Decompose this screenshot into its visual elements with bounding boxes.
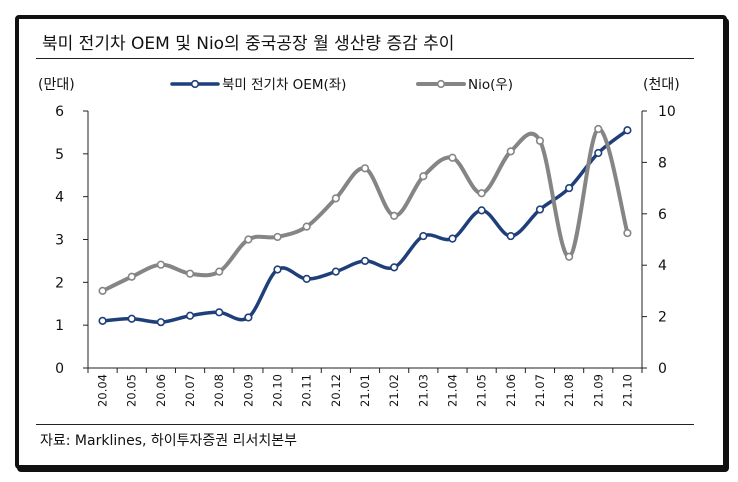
x-axis-label: 21.01 (358, 374, 372, 407)
x-axis-label: 20.04 (96, 374, 110, 407)
x-axis-label: 20.07 (183, 374, 197, 407)
series-2-point (98, 286, 107, 296)
legend-swatch-marker (436, 79, 446, 89)
series-1-point (390, 263, 399, 272)
x-axis-label: 21.09 (591, 374, 605, 407)
series-1-point (244, 313, 253, 322)
legend: 북미 전기차 OEM(좌) Nio(우) (170, 77, 513, 93)
series-2-point (360, 164, 370, 173)
legend-label: 북미 전기차 OEM(좌) (222, 77, 346, 93)
left-axis-tick-label: 4 (55, 190, 64, 206)
x-axis-label: 21.02 (387, 374, 401, 407)
series-2-point (185, 269, 195, 278)
series-2-point (156, 260, 165, 269)
series-2-point (623, 228, 632, 238)
x-axis-label: 20.08 (212, 374, 226, 407)
x-axis-label: 20.05 (125, 374, 139, 407)
chart-title: 북미 전기차 OEM 및 Nio의 중국공장 월 생산량 증감 추이 (42, 34, 455, 54)
series-2-point (506, 147, 515, 156)
right-axis-tick-label: 10 (658, 104, 676, 120)
series-1-point (360, 256, 370, 266)
x-axis-label: 21.10 (620, 374, 634, 407)
series-2-point (390, 211, 399, 220)
right-axis-tick-label: 0 (658, 361, 667, 377)
series-2-point (244, 235, 253, 244)
right-axis-unit: (천대) (643, 77, 680, 93)
series-1-point (302, 274, 311, 284)
series-1-point (448, 234, 457, 243)
series-1-point (331, 267, 340, 276)
x-axis-label: 20.06 (154, 374, 168, 407)
right-axis-tick-label: 4 (658, 258, 667, 274)
series-1-point (506, 231, 515, 241)
series-2-point (535, 136, 545, 145)
series-1-point (98, 316, 107, 325)
source-divider (36, 424, 694, 425)
series-2-point (331, 194, 340, 203)
series-1-point (477, 206, 486, 215)
legend-label: Nio(우) (468, 77, 513, 93)
source-note: 자료: Marklines, 하이투자증권 리서치본부 (40, 433, 298, 449)
x-axis-label: 21.03 (416, 374, 430, 407)
series-1-point (185, 311, 195, 320)
series-2-point (477, 189, 486, 198)
series-1-point (273, 265, 282, 274)
series-2-point (448, 153, 457, 162)
x-axis-labels: 20.04 20.05 20.06 20.07 20.08 20.09 20.10 20.11… (96, 374, 635, 407)
series-1-point (156, 318, 165, 327)
right-axis-tick-label: 8 (658, 155, 667, 171)
series-line-1 (100, 128, 630, 324)
left-axis-tick-label: 2 (55, 275, 64, 291)
chart-frame (15, 15, 727, 469)
left-axis-tick-label: 5 (55, 147, 64, 163)
x-axis-label: 21.07 (533, 374, 547, 407)
x-axis-label: 20.12 (329, 374, 343, 407)
x-axis-label: 21.05 (475, 374, 489, 407)
x-axis-label: 21.04 (445, 374, 459, 407)
left-axis-unit: (만대) (38, 77, 75, 93)
x-axis-label: 20.10 (271, 374, 285, 407)
series-2-point (594, 124, 603, 134)
x-axis-label: 20.09 (241, 374, 255, 407)
series-1-point (419, 231, 428, 241)
series-1-point (565, 184, 574, 193)
x-axis-label: 21.06 (504, 374, 518, 407)
series-1-point (215, 308, 224, 317)
title-divider (36, 58, 694, 59)
x-axis-label: 21.08 (562, 374, 576, 407)
series-1-point (535, 205, 545, 214)
series-2-point (215, 267, 224, 276)
left-axis-tick-label: 6 (55, 104, 64, 120)
left-axis-tick-label: 1 (55, 318, 64, 334)
left-axis-tick-label: 0 (55, 361, 64, 377)
series-1-point (623, 126, 632, 135)
left-axis-tick-label: 3 (55, 233, 64, 249)
axes: 0 1 2 3 4 5 6 0 2 4 6 8 10 (55, 104, 676, 377)
right-axis-tick-label: 6 (658, 207, 667, 223)
series-lines (100, 126, 630, 324)
series-points (98, 124, 632, 327)
series-1-point (127, 314, 136, 323)
series-2-point (127, 272, 136, 281)
right-axis-tick-label: 2 (658, 310, 667, 326)
series-line-2 (100, 126, 630, 293)
x-axis-label: 20.11 (300, 374, 314, 407)
series-2-point (565, 252, 574, 261)
series-1-point (594, 148, 603, 158)
series-2-point (273, 232, 282, 242)
legend-swatch-marker (190, 79, 200, 89)
series-2-point (302, 222, 311, 231)
series-2-point (419, 172, 428, 181)
